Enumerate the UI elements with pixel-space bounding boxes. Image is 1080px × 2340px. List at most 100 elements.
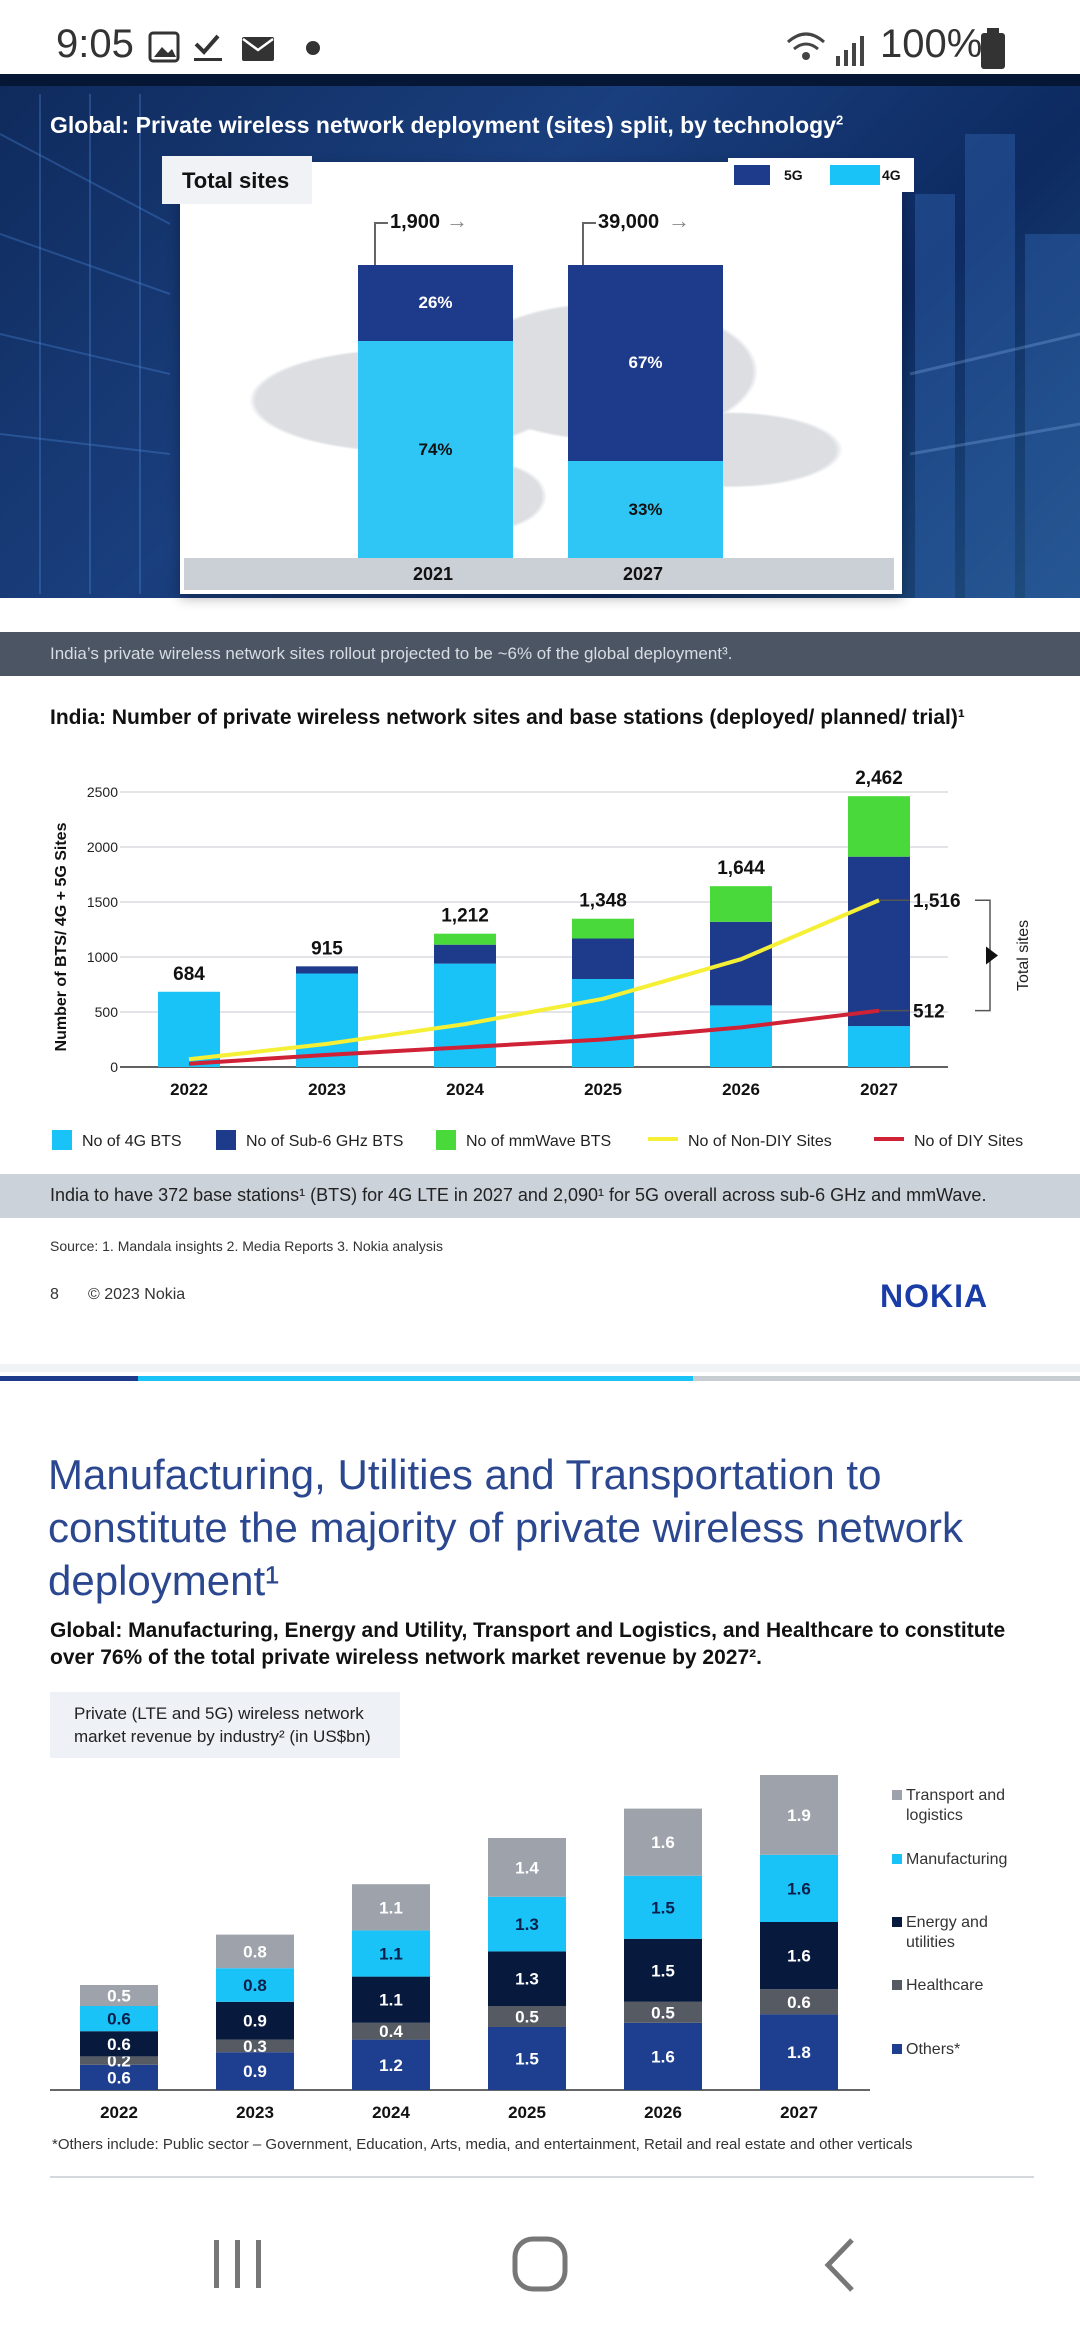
rev-segment-4-2027 bbox=[760, 1775, 838, 1855]
india-sites-chart: 0 500 1000 1500 2000 2500 Number of BTS/ 4G + … bbox=[52, 768, 1032, 1150]
rev-label-4-2027: 1.9 bbox=[787, 1806, 811, 1825]
line-diy bbox=[188, 1008, 880, 1066]
rev-segment-0-2027 bbox=[760, 2014, 838, 2090]
bar-sub6-2025 bbox=[572, 938, 634, 979]
ytick-1000: 1000 bbox=[87, 949, 118, 965]
year-axis-band bbox=[184, 558, 894, 590]
rev-label-1-2027: 0.6 bbox=[787, 1993, 811, 2012]
bar-4g-2024 bbox=[434, 963, 496, 1067]
rev-segment-3-2024 bbox=[352, 1930, 430, 1977]
segment-5g-2021 bbox=[358, 265, 513, 342]
total-label-2023: 915 bbox=[311, 938, 343, 959]
rev-year-2023: 2023 bbox=[236, 2103, 274, 2122]
label-5g-2021: 26% bbox=[418, 293, 453, 313]
rev-segment-4-2026 bbox=[624, 1808, 702, 1876]
year-label-2025: 2025 bbox=[584, 1080, 622, 1099]
non-diy-end-label: 1,516 bbox=[913, 891, 961, 912]
rev-label-2-2023: 0.9 bbox=[243, 2012, 267, 2031]
label-4g-2027: 33% bbox=[628, 499, 663, 519]
rev-segment-1-2024 bbox=[352, 2022, 430, 2040]
rev-label-0-2027: 1.8 bbox=[787, 2043, 811, 2062]
progress-stripe-cyan bbox=[138, 1376, 693, 1381]
rev-legend-swatch-2 bbox=[892, 1917, 902, 1927]
total-label-2027: 2,462 bbox=[855, 768, 903, 789]
diy-end-label: 512 bbox=[913, 1002, 945, 1023]
city-lights-graphic bbox=[0, 94, 1080, 598]
global-share-text: India’s private wireless network sites r… bbox=[50, 644, 733, 663]
rev-year-2022: 2022 bbox=[100, 2103, 138, 2122]
y-axis-label: Number of BTS/ 4G + 5G Sites bbox=[53, 822, 70, 1051]
arrow-icon-2021: → bbox=[446, 208, 468, 233]
rev-segment-3-2026 bbox=[624, 1875, 702, 1939]
total-label-2024: 1,212 bbox=[441, 906, 489, 927]
bar-mmwave-2027 bbox=[848, 796, 910, 857]
rev-segment-3-2022 bbox=[80, 2006, 158, 2032]
india-chart-title: India: Number of private wireless networ… bbox=[50, 706, 965, 729]
bar-mmwave-2024 bbox=[434, 933, 496, 945]
total-sites-side-label: Total sites bbox=[1015, 920, 1032, 991]
slide1-title: Global: Private wireless network deploym… bbox=[50, 112, 844, 138]
rev-legend-swatch-1 bbox=[892, 1854, 902, 1864]
rev-segment-2-2023 bbox=[216, 2001, 294, 2040]
global-share-banner: India’s private wireless network sites r… bbox=[0, 632, 1080, 676]
rev-label-0-2025: 1.5 bbox=[515, 2050, 539, 2069]
rev-label-4-2026: 1.6 bbox=[651, 1833, 675, 1852]
year-label-2026: 2026 bbox=[722, 1080, 760, 1099]
total-bracket-2027 bbox=[582, 222, 584, 265]
rev-label-1-2024: 0.4 bbox=[379, 2022, 403, 2041]
rev-segment-1-2026 bbox=[624, 2001, 702, 2023]
rev-segment-1-2023 bbox=[216, 2039, 294, 2053]
bar-2027: 67% 33% bbox=[568, 265, 723, 558]
rev-legend-label2-2: utilities bbox=[906, 1934, 955, 1951]
rev-label-2-2027: 1.6 bbox=[787, 1947, 811, 1966]
rev-label-3-2027: 1.6 bbox=[787, 1879, 811, 1898]
legend-swatch-4 bbox=[874, 1137, 904, 1141]
rev-segment-4-2023 bbox=[216, 1934, 294, 1969]
progress-stripe-dark bbox=[0, 1376, 138, 1381]
legend-label-1: No of Sub-6 GHz BTS bbox=[246, 1133, 403, 1150]
segment-5g-2027 bbox=[568, 265, 723, 462]
rev-legend-label2-0: logistics bbox=[906, 1807, 963, 1824]
india-bts-banner: India to have 372 base stations¹ (BTS) f… bbox=[0, 1174, 1080, 1218]
world-map-background bbox=[200, 270, 880, 560]
rev-label-0-2026: 1.6 bbox=[651, 2047, 675, 2066]
recent-apps-icon[interactable] bbox=[210, 2236, 266, 2292]
rev-label-4-2024: 1.1 bbox=[379, 1898, 403, 1917]
rev-label-4-2023: 0.8 bbox=[243, 1942, 267, 1961]
year-label-2023: 2023 bbox=[308, 1080, 346, 1099]
bar-sub6-2023 bbox=[296, 966, 358, 974]
rev-segment-1-2025 bbox=[488, 2006, 566, 2027]
rev-segment-0-2026 bbox=[624, 2022, 702, 2090]
tech-legend: 5G 4G bbox=[728, 158, 914, 192]
slide2-subheading-line1: Global: Manufacturing, Energy and Utilit… bbox=[50, 1619, 1006, 1642]
bar-mmwave-2025 bbox=[572, 918, 634, 939]
rev-segment-0-2024 bbox=[352, 2039, 430, 2090]
bar-sub6-2024 bbox=[434, 944, 496, 964]
revenue-by-industry-chart: 0.60.20.60.60.520220.90.30.90.80.820231.… bbox=[50, 1775, 1007, 2122]
rev-label-4-2022: 0.5 bbox=[107, 1987, 131, 2006]
back-icon[interactable] bbox=[820, 2236, 860, 2294]
total-label-2026: 1,644 bbox=[717, 858, 765, 879]
legend-label-4: No of DIY Sites bbox=[914, 1133, 1023, 1150]
legend-swatch-5g bbox=[734, 165, 770, 185]
rev-year-2025: 2025 bbox=[508, 2103, 546, 2122]
rev-label-3-2024: 1.1 bbox=[379, 1945, 403, 1964]
rev-label-3-2026: 1.5 bbox=[651, 1898, 675, 1917]
india-bts-text: India to have 372 base stations¹ (BTS) f… bbox=[50, 1185, 987, 1205]
rev-label-0-2022: 0.6 bbox=[107, 2068, 131, 2087]
segment-4g-2021 bbox=[358, 341, 513, 558]
rev-legend-label-0: Transport and bbox=[906, 1787, 1005, 1804]
status-time: 9:05 bbox=[56, 22, 134, 66]
rev-segment-2-2026 bbox=[624, 1938, 702, 2002]
tech-split-chart: 26% 74% 1,900 → 2021 67% 33% 39,000 → 20… bbox=[0, 0, 1080, 600]
year-label-2022: 2022 bbox=[170, 1080, 208, 1099]
rev-label-3-2023: 0.8 bbox=[243, 1976, 267, 1995]
bar-2021: 26% 74% bbox=[358, 265, 513, 558]
home-icon[interactable] bbox=[510, 2234, 570, 2294]
bar-4g-2027 bbox=[848, 1026, 910, 1067]
total-2021: 1,900 bbox=[390, 211, 441, 233]
ytick-1500: 1500 bbox=[87, 894, 118, 910]
year-label-2024: 2024 bbox=[446, 1080, 484, 1099]
bar-mmwave-2026 bbox=[710, 886, 772, 922]
rev-legend-swatch-4 bbox=[892, 2044, 902, 2054]
